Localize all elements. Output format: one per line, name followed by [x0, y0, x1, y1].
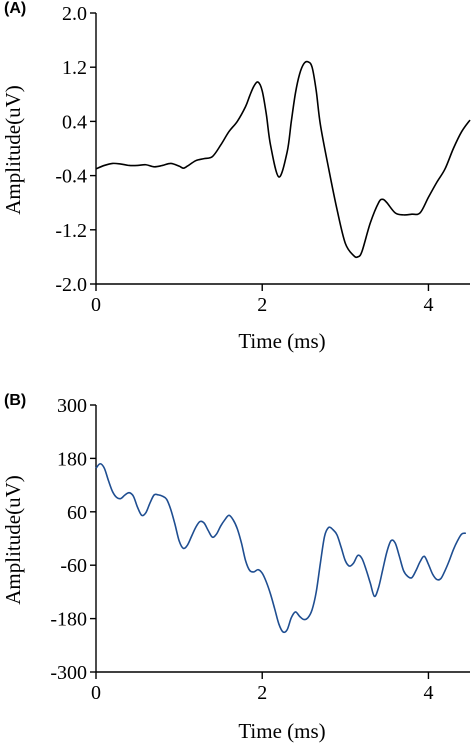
x-tick-label: 2	[257, 682, 267, 704]
x-tick-label: 2	[257, 294, 267, 316]
panel-b-y-axis-title: Amplitude(uV)	[1, 475, 25, 604]
panel-a-y-axis-title: Amplitude(uV)	[1, 85, 25, 214]
x-tick-label: 0	[91, 294, 101, 316]
y-tick-label: 180	[57, 448, 87, 470]
panel-a-x-axis: 0 2 4	[91, 283, 470, 316]
panel-a-x-axis-title: Time (ms)	[238, 329, 325, 353]
panel-b-x-axis-title: Time (ms)	[238, 719, 325, 743]
y-tick-label: -180	[50, 609, 87, 631]
y-tick-label: -0.4	[55, 166, 87, 188]
panel-b-label: (B)	[4, 392, 26, 409]
panel-b-series-line	[95, 462, 467, 634]
y-tick-label: -60	[60, 555, 87, 577]
panel-a-y-axis: 2.0 1.2 0.4 -0.4 -1.2 -2.0	[55, 3, 97, 296]
y-tick-label: -1.2	[55, 220, 87, 242]
panel-a-label: (A)	[4, 0, 26, 17]
y-tick-label: 300	[57, 395, 87, 417]
panel-b-y-axis: 300 180 60 -60 -180 -300	[50, 395, 97, 684]
y-tick-label: 2.0	[62, 3, 87, 25]
y-tick-label: 60	[67, 502, 87, 524]
y-tick-label: 1.2	[62, 57, 87, 79]
x-tick-label: 4	[423, 294, 433, 316]
y-tick-label: -2.0	[55, 274, 87, 296]
y-tick-label: -300	[50, 662, 87, 684]
x-tick-label: 4	[423, 682, 433, 704]
y-tick-label: 0.4	[62, 111, 87, 133]
x-tick-label: 0	[91, 682, 101, 704]
chart-panel-b: (B) 300 180 60 -60 -180 -300 0 2 4 Time (ms) Am…	[1, 392, 470, 743]
panel-a-series-line	[95, 60, 471, 259]
panel-b-x-axis: 0 2 4	[91, 671, 470, 704]
